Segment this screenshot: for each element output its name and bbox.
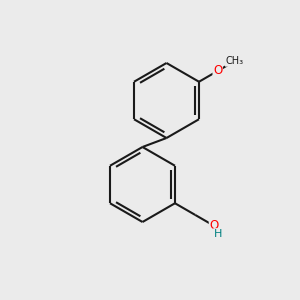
Text: O: O: [209, 219, 219, 232]
Text: CH₃: CH₃: [226, 56, 244, 66]
Text: H: H: [214, 229, 222, 239]
Text: O: O: [213, 64, 222, 77]
